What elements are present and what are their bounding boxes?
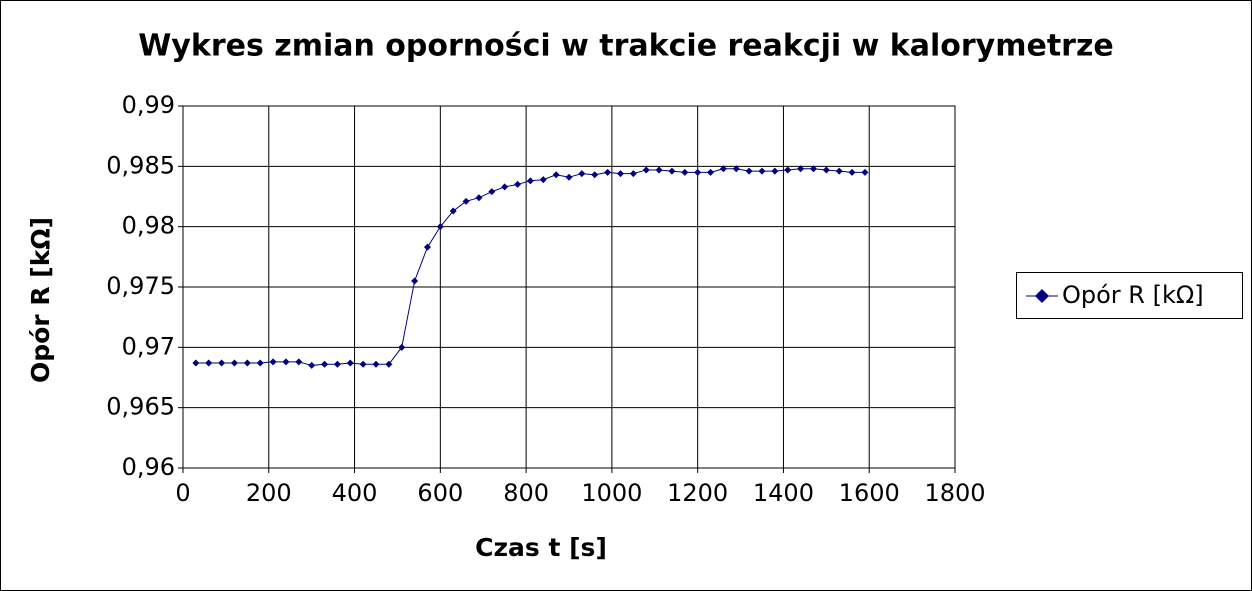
x-tick-label: 1800 [924,479,985,507]
data-point [192,359,200,367]
data-point [681,168,689,176]
x-axis-label: Czas t [s] [475,533,607,562]
data-point [398,343,406,351]
data-point [591,171,599,179]
data-point [719,165,727,173]
x-tick-label: 0 [175,479,190,507]
data-point [218,359,226,367]
y-tick-label: 0,99 [122,91,175,119]
data-point [449,207,457,215]
data-point [707,168,715,176]
x-tick-label: 1200 [667,479,728,507]
y-tick-label: 0,985 [106,151,175,179]
plot-border [182,105,956,469]
data-point [604,168,612,176]
data-point [436,223,444,231]
x-tick-label: 200 [246,479,292,507]
data-point [771,167,779,175]
data-point [514,180,522,188]
data-point [462,197,470,205]
data-point [295,358,303,366]
y-tick-label: 0,975 [106,272,175,300]
data-point [385,360,393,368]
data-point [230,359,238,367]
data-point [539,176,547,184]
x-tick-label: 600 [417,479,463,507]
data-point [526,177,534,185]
x-tick-label: 400 [332,479,378,507]
data-point [243,359,251,367]
data-point [269,358,277,366]
x-tick-label: 800 [503,479,549,507]
data-point [629,170,637,178]
y-tick-label: 0,98 [122,212,175,240]
data-point [732,165,740,173]
data-point [578,170,586,178]
data-point [694,168,702,176]
legend-label: Opór R [kΩ] [1062,281,1204,309]
data-point [784,166,792,174]
data-point [565,173,573,181]
x-tick-label: 1600 [839,479,900,507]
data-point [321,360,329,368]
data-point [423,243,431,251]
data-point [256,359,264,367]
data-point [333,360,341,368]
data-point [359,360,367,368]
y-tick-label: 0,97 [122,332,175,360]
data-point [616,170,624,178]
x-tick-label: 1400 [753,479,814,507]
data-point [282,358,290,366]
data-point [758,167,766,175]
data-point [411,277,419,285]
data-point [745,167,753,175]
data-point [475,194,483,202]
y-tick-label: 0,965 [106,393,175,421]
data-point [552,171,560,179]
data-point [668,167,676,175]
y-tick-label: 0,96 [122,453,175,481]
data-point [797,165,805,173]
data-point [501,183,509,191]
legend-marker [1035,289,1049,303]
data-point [809,165,817,173]
chart-title: Wykres zmian oporności w trakcie reakcji… [138,29,1114,64]
data-point [848,168,856,176]
data-point [835,167,843,175]
data-point [372,360,380,368]
data-point [346,359,354,367]
data-point [655,166,663,174]
data-point [822,166,830,174]
data-point [205,359,213,367]
x-tick-label: 1000 [581,479,642,507]
data-point [642,166,650,174]
data-point [488,188,496,196]
y-axis-label: Opór R [kΩ] [26,217,55,383]
data-point [861,168,869,176]
data-point [308,361,316,369]
